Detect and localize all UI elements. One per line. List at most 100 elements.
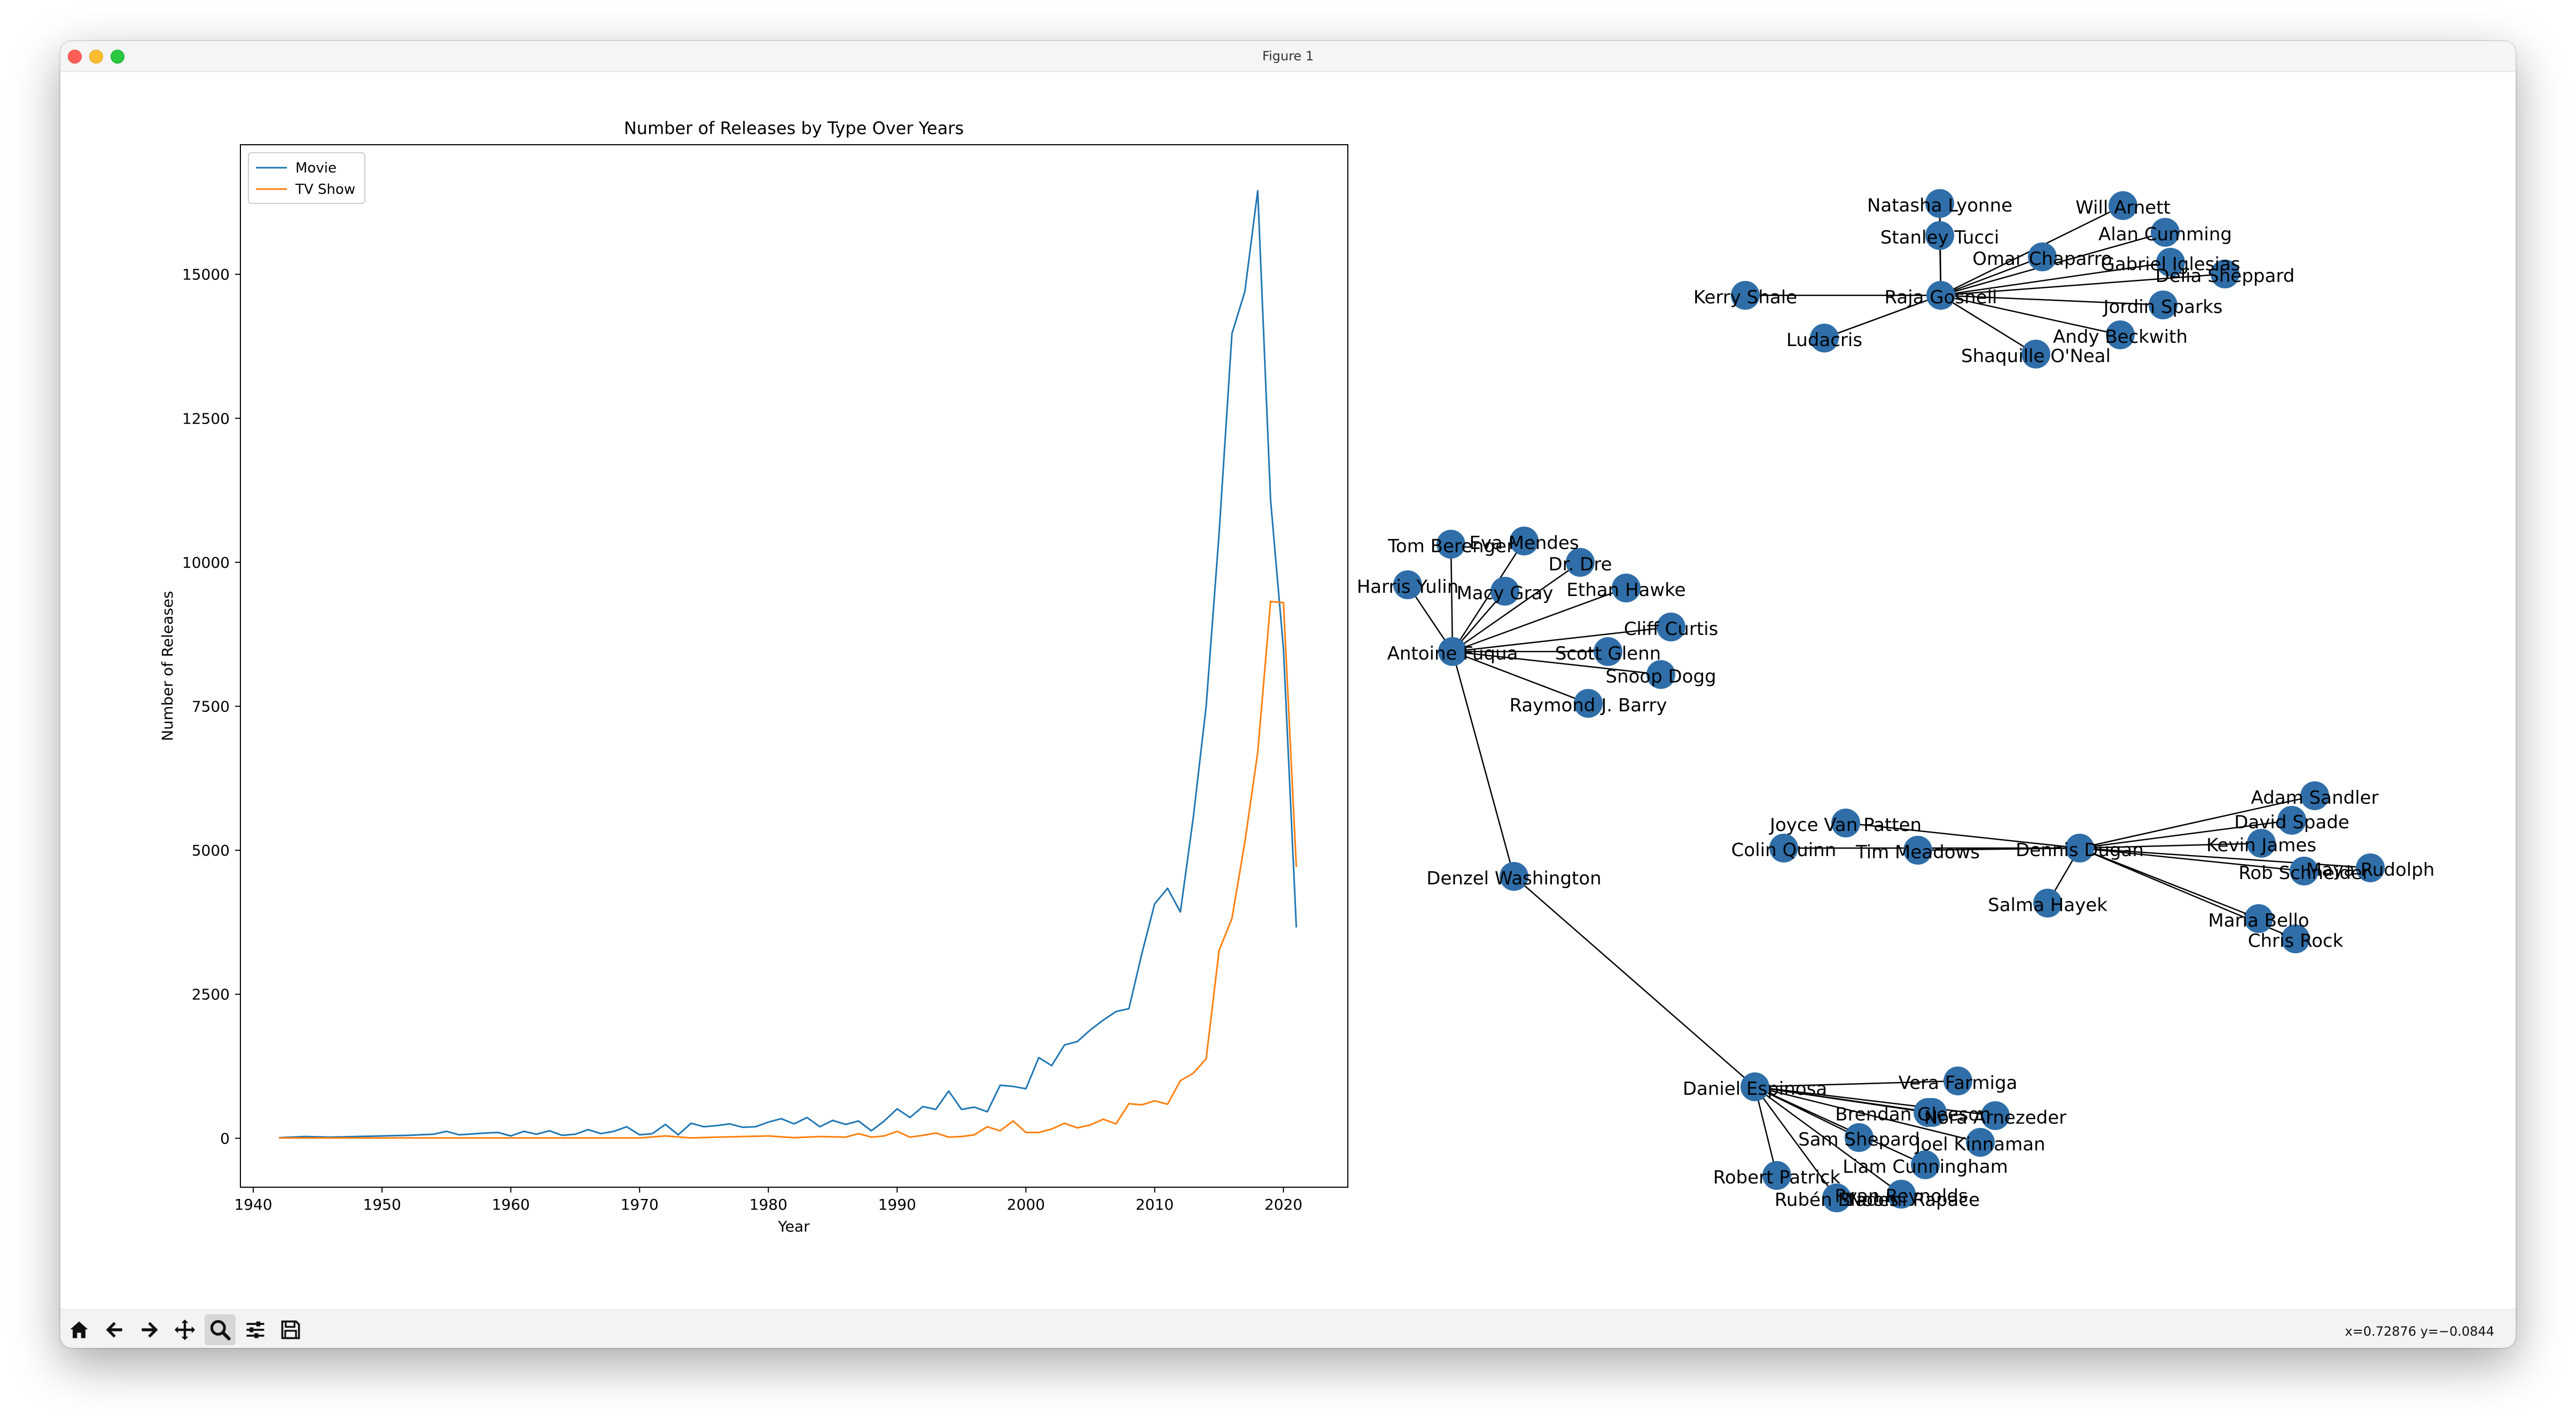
- network-edges: [1407, 203, 2371, 1198]
- x-tick-label: 1960: [492, 1196, 530, 1213]
- graph-edge: [1452, 650, 1661, 676]
- graph-node-kevin: [2247, 829, 2276, 858]
- graph-node-salma: [2033, 889, 2062, 918]
- forward-button[interactable]: [134, 1314, 165, 1345]
- graph-node-denzel: [1500, 862, 1528, 891]
- graph-node-ryan: [1887, 1180, 1916, 1209]
- graph-node-joel: [1966, 1128, 1995, 1157]
- graph-node-delia: [2211, 260, 2239, 288]
- graph-edge: [1917, 847, 2080, 851]
- graph-edge: [2079, 847, 2371, 869]
- graph-node-adam: [2300, 781, 2329, 810]
- zoom-button[interactable]: [205, 1314, 236, 1345]
- graph-edge: [1754, 1080, 1958, 1088]
- graph-edge: [2079, 842, 2262, 849]
- graph-node-label: Dr. Dre: [1549, 554, 1612, 575]
- graph-node-label: Raja Gosnell: [1884, 287, 1997, 308]
- graph-node-label: Noomi Rapace: [1848, 1189, 1980, 1211]
- figure-canvas[interactable]: Number of Releases by Type Over Years Ye…: [60, 71, 2516, 1348]
- graph-node-label: Alan Cumming: [2098, 224, 2232, 245]
- graph-node-jordin: [2149, 291, 2177, 319]
- close-window-button[interactable]: [68, 50, 82, 64]
- graph-node-label: Salma Hayek: [1988, 895, 2107, 916]
- graph-node-label: Macy Gray: [1456, 583, 1553, 604]
- zoom-icon: [210, 1320, 231, 1340]
- y-axis-label: Number of Releases: [159, 591, 176, 741]
- series-lines: [279, 190, 1298, 1139]
- graph-node-label: Ethan Hawke: [1566, 579, 1685, 601]
- graph-node-label: Dennis Dugan: [2016, 840, 2144, 861]
- graph-edge: [1754, 1086, 1902, 1195]
- graph-edge: [1452, 626, 1672, 653]
- graph-node-label: Vera Farmiga: [1899, 1072, 2018, 1094]
- graph-node-label: Andy Beckwith: [2053, 326, 2188, 348]
- graph-node-label: Colin Quinn: [1731, 840, 1837, 861]
- graph-edge: [2079, 795, 2315, 849]
- graph-edge: [1754, 1086, 1778, 1176]
- line-chart: Number of Releases by Type Over Years Ye…: [159, 118, 1348, 1235]
- graph-node-chris: [2281, 924, 2310, 953]
- graph-edge: [1754, 1086, 1926, 1166]
- y-tick-label: 15000: [182, 266, 230, 284]
- x-tick-label: 2000: [1007, 1196, 1045, 1213]
- graph-node-label: Delia Sheppard: [2156, 265, 2295, 287]
- graph-edge: [1845, 822, 2080, 849]
- window-title: Figure 1: [1262, 49, 1314, 64]
- graph-node-label: Raymond J. Barry: [1510, 695, 1667, 716]
- graph-node-label: Maria Bello: [2208, 910, 2309, 931]
- graph-edge: [1451, 540, 1525, 652]
- graph-node-label: Ludacris: [1786, 330, 1862, 351]
- graph-node-label: Harris Yulin: [1357, 576, 1459, 598]
- legend: Movie TV Show: [248, 152, 365, 204]
- pan-icon: [174, 1319, 196, 1340]
- pan-button[interactable]: [169, 1314, 200, 1345]
- graph-node-natasha: [1925, 189, 1954, 218]
- graph-node-label: Snoop Dogg: [1605, 666, 1716, 687]
- graph-node-label: Ryan Reynolds: [1835, 1186, 1968, 1207]
- network-nodes: [1393, 189, 2385, 1212]
- graph-node-label: Tim Meadows: [1855, 842, 1980, 863]
- graph-node-raymond: [1574, 689, 1603, 718]
- graph-node-omar: [2028, 242, 2057, 271]
- save-button[interactable]: [275, 1314, 306, 1345]
- navigation-toolbar: x=0.72876 y=−0.0844: [60, 1309, 2516, 1348]
- graph-node-label: David Spade: [2234, 812, 2349, 833]
- graph-node-andy: [2106, 320, 2135, 349]
- graph-node-label: Jordin Sparks: [2103, 296, 2223, 318]
- maximize-window-button[interactable]: [111, 50, 124, 64]
- graph-node-label: Daniel Espinosa: [1683, 1078, 1827, 1100]
- graph-edge: [1940, 273, 2226, 296]
- graph-node-label: Joel Kinnaman: [1914, 1134, 2045, 1155]
- graph-node-harris: [1393, 570, 1422, 599]
- graph-edge: [1940, 294, 2164, 306]
- x-tick-label: 2020: [1264, 1196, 1302, 1213]
- graph-node-label: Cliff Curtis: [1624, 618, 1719, 640]
- x-axis-label: Year: [777, 1218, 810, 1235]
- graph-node-label: Nora Arnezeder: [1924, 1107, 2066, 1128]
- title-bar: Figure 1: [60, 41, 2516, 72]
- graph-node-eva: [1510, 527, 1539, 555]
- graph-node-label: Rubén Blades: [1775, 1189, 1899, 1211]
- x-tick-label: 1980: [750, 1196, 787, 1213]
- graph-edge: [1754, 1086, 1933, 1114]
- graph-edge: [1940, 294, 2121, 336]
- graph-node-daniel: [1740, 1072, 1769, 1101]
- home-button[interactable]: [64, 1314, 95, 1345]
- graph-node-maria: [2244, 904, 2273, 933]
- graph-edge: [2079, 819, 2292, 849]
- graph-node-tom: [1437, 530, 1465, 559]
- graph-node-raja: [1926, 281, 1955, 310]
- graph-node-label: Maya Rudolph: [2306, 859, 2435, 881]
- configure-subplots-button[interactable]: [240, 1314, 271, 1345]
- graph-node-label: Gabriel Iglesias: [2101, 254, 2240, 275]
- x-tick-label: 1990: [878, 1196, 916, 1213]
- graph-edge: [1452, 650, 1589, 704]
- figure-window: Figure 1 Number of Releases by Type Over…: [60, 41, 2516, 1348]
- back-button[interactable]: [99, 1314, 130, 1345]
- minimize-window-button[interactable]: [89, 50, 103, 64]
- graph-node-dennis: [2065, 834, 2094, 863]
- home-icon: [70, 1321, 88, 1338]
- chart-title: Number of Releases by Type Over Years: [624, 118, 964, 138]
- legend-label-movie: Movie: [295, 160, 337, 176]
- graph-edge: [1754, 1086, 1996, 1117]
